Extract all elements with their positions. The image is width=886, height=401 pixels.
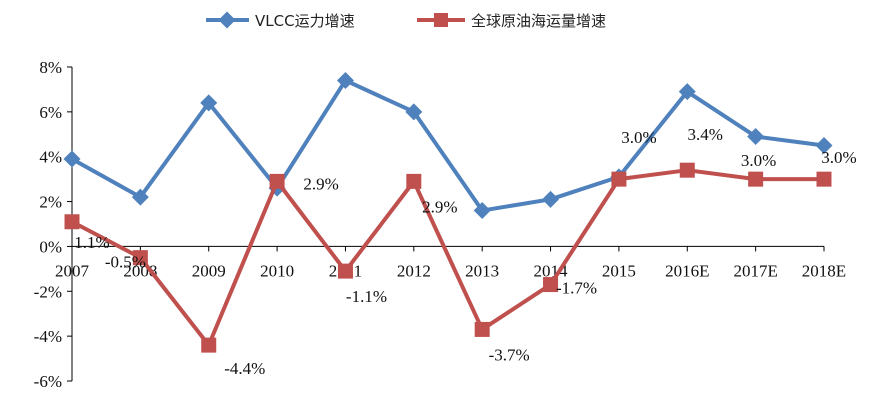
data-point-crude — [64, 214, 80, 230]
data-label-crude: 3.0% — [741, 151, 776, 170]
y-tick-label: 8% — [39, 58, 62, 77]
data-label-crude: 1.1% — [74, 233, 109, 252]
legend-label-crude: 全球原油海运量增速 — [471, 12, 606, 30]
data-point-crude — [201, 337, 217, 353]
x-tick-label: 2010 — [260, 261, 294, 280]
data-point-vlcc — [336, 71, 354, 89]
data-label-crude: 2.9% — [303, 174, 338, 193]
data-label-crude: -3.7% — [489, 345, 530, 364]
data-label-crude: -1.7% — [556, 279, 597, 298]
series-line-0 — [71, 78, 825, 213]
data-point-vlcc — [131, 188, 149, 206]
y-tick-label: -4% — [34, 327, 62, 346]
legend-item-vlcc: VLCC运力增速 — [206, 11, 355, 30]
series-layer — [63, 71, 833, 353]
data-point-vlcc — [747, 128, 765, 146]
data-point-vlcc — [405, 103, 423, 121]
legend-item-crude: 全球原油海运量增速 — [417, 12, 606, 30]
x-tick-label: 2014 — [534, 261, 569, 280]
data-point-vlcc — [63, 150, 81, 168]
x-tick-label: 2017E — [733, 261, 777, 280]
legend-marker-vlcc — [218, 11, 236, 29]
data-point-vlcc — [542, 190, 560, 208]
data-label-crude: -0.5% — [105, 253, 146, 272]
data-point-crude — [816, 171, 832, 187]
legend: VLCC运力增速 全球原油海运量增速 — [206, 11, 606, 30]
data-point-crude — [474, 321, 490, 337]
data-point-vlcc — [200, 94, 218, 112]
data-point-crude — [679, 162, 695, 178]
data-point-crude — [748, 171, 764, 187]
data-label-crude: 2.9% — [422, 197, 457, 216]
data-point-crude — [337, 263, 353, 279]
data-point-vlcc — [815, 137, 833, 154]
data-label-crude: -1.1% — [346, 287, 387, 306]
x-tick-label: 2009 — [192, 261, 226, 280]
data-point-crude — [611, 171, 627, 187]
data-point-crude — [269, 173, 285, 189]
data-label-crude: -4.4% — [224, 359, 265, 378]
y-tick-label: 2% — [39, 193, 62, 212]
y-tick-label: -2% — [34, 282, 62, 301]
x-tick-label: 2015 — [602, 261, 636, 280]
y-tick-label: 4% — [39, 148, 62, 167]
y-tick-label: 6% — [39, 103, 62, 122]
data-label-crude: 3.0% — [821, 148, 856, 167]
x-tick-label: 2016E — [665, 261, 709, 280]
y-tick-label: 0% — [39, 237, 62, 256]
data-labels: 1.1%-0.5% -4.4% 2.9% -1.1% 2.9% -3.7% -1.7% 3.0… — [74, 125, 856, 378]
x-tick-label: 2007 — [55, 261, 90, 280]
legend-marker-crude — [434, 13, 448, 27]
data-point-crude — [543, 277, 559, 293]
x-tick-label: 2013 — [465, 261, 499, 280]
data-point-vlcc — [473, 202, 491, 220]
data-point-vlcc — [678, 83, 696, 101]
data-point-crude — [406, 173, 422, 189]
y-tick-label: -6% — [34, 372, 62, 391]
x-tick-label: 2012 — [397, 261, 431, 280]
legend-label-vlcc: VLCC运力增速 — [255, 12, 355, 30]
data-label-crude: 3.0% — [621, 128, 656, 147]
x-tick-label: 2018E — [802, 261, 846, 280]
series-line-1 — [71, 168, 824, 348]
axes: -6%-4%-2%0%2%4%6%8%200720082009201020112… — [34, 58, 847, 391]
data-label-crude: 3.4% — [688, 125, 723, 144]
data-point-crude — [132, 250, 148, 266]
